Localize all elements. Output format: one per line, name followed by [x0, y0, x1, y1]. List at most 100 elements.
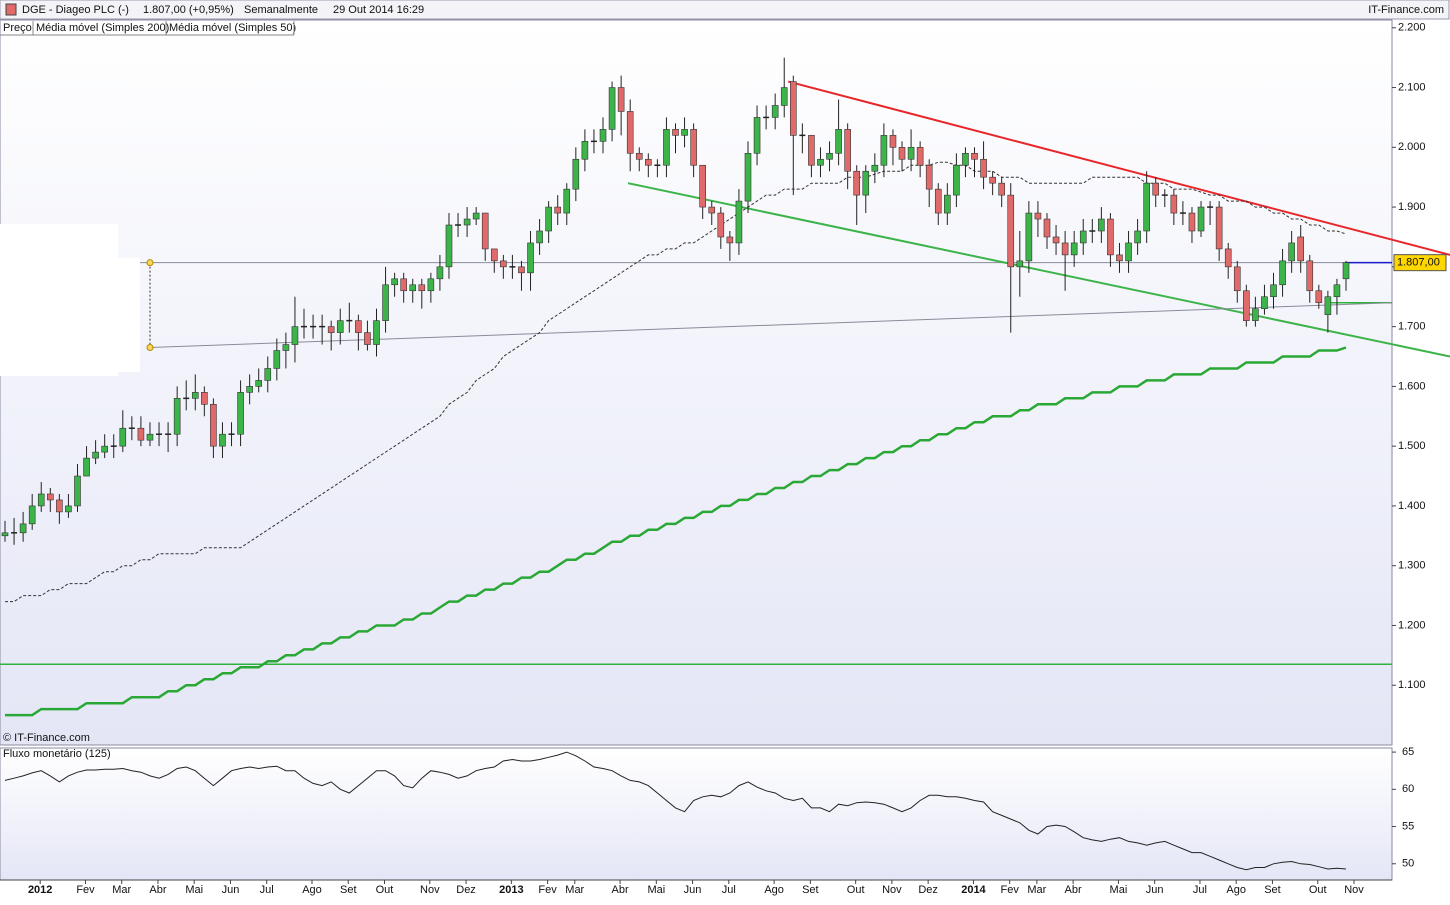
candle-body: [92, 451, 99, 459]
candle-body: [255, 380, 263, 387]
candle-body: [871, 164, 879, 172]
candle-body: [536, 230, 543, 244]
candle-body: [672, 129, 679, 136]
candle-body: [427, 278, 435, 292]
candle-body: [962, 152, 969, 166]
symbol: DGE - Diageo PLC (-): [22, 4, 129, 16]
candle-body: [563, 188, 571, 214]
y-tick-label: 2.000: [1398, 141, 1426, 153]
trend-line: [627, 182, 1450, 358]
x-tick-label: Jun: [1146, 884, 1164, 896]
last-label: 1.807,00: [1397, 257, 1440, 269]
header-icon: [5, 3, 17, 16]
x-tick-label: Mai: [647, 884, 665, 896]
candle-body: [1279, 260, 1286, 286]
candle-body: [572, 158, 580, 190]
candle-body: [989, 176, 996, 184]
candle-body: [681, 129, 688, 136]
y-tick-label: 1.500: [1398, 440, 1426, 452]
candle-body: [264, 368, 272, 381]
y-tick-label: 1.100: [1398, 679, 1426, 691]
candle-body: [1134, 230, 1141, 244]
candle-body: [1152, 182, 1160, 196]
candle-body: [201, 392, 208, 405]
datetime: 29 Out 2014 16:29: [333, 4, 424, 16]
x-tick-label: Nov: [1344, 884, 1364, 896]
candle-body: [898, 147, 906, 160]
candle-body: [400, 278, 407, 292]
y-tick-label: 55: [1402, 820, 1414, 832]
candle-body: [1107, 218, 1114, 256]
candle-body: [635, 152, 643, 160]
candle-body: [817, 158, 824, 166]
candle-body: [445, 224, 453, 268]
x-tick-label: Nov: [420, 884, 440, 896]
candle-body: [889, 135, 897, 148]
candle-body: [1333, 284, 1341, 298]
candle-body: [971, 152, 978, 160]
candle-body: [925, 164, 933, 190]
candle-body: [327, 326, 335, 333]
y-tick-label: 65: [1402, 746, 1414, 758]
y-tick-label: 1.600: [1398, 380, 1426, 392]
candle-body: [119, 427, 127, 447]
candle-body: [282, 344, 290, 351]
candle-body: [844, 129, 851, 172]
legend-entry: Média móvel (Simples 200): [36, 22, 169, 34]
candle-body: [953, 164, 960, 196]
candle-body: [1043, 218, 1051, 238]
candle-body: [364, 332, 371, 345]
x-tick-label: Fev: [1001, 884, 1020, 896]
candle-body: [1243, 290, 1250, 321]
candle-body: [780, 87, 788, 106]
candle-body: [19, 523, 27, 534]
candle-body: [210, 404, 217, 447]
candle-body: [418, 284, 426, 292]
y-tick-label: 1.900: [1398, 201, 1426, 213]
x-tick-label: 2012: [28, 884, 52, 896]
candle-body: [690, 129, 697, 166]
candle-body: [500, 260, 507, 268]
x-tick-label: Set: [1264, 884, 1281, 896]
candle-body: [581, 141, 589, 160]
brand: IT-Finance.com: [1368, 4, 1444, 16]
price-panel: [0, 19, 1393, 746]
candle-body: [101, 445, 108, 453]
candle-body: [336, 320, 344, 333]
candle-body: [907, 147, 915, 160]
x-tick-label: Ago: [302, 884, 322, 896]
candle-body: [237, 392, 244, 435]
candle-body: [291, 326, 299, 345]
candle-body: [1306, 260, 1314, 292]
candle-body: [481, 212, 489, 250]
flow-title: Fluxo monetário (125): [3, 748, 111, 760]
candle-body: [617, 87, 625, 112]
candle-body: [28, 505, 36, 525]
x-tick-label: Mar: [565, 884, 584, 896]
quote: 1.807,00 (+0,95%): [143, 4, 234, 16]
period: Semanalmente: [244, 4, 318, 16]
y-tick-label: 1.200: [1398, 619, 1426, 631]
x-tick-label: Abr: [612, 884, 629, 896]
candle-body: [518, 266, 525, 274]
x-tick-label: Fev: [76, 884, 95, 896]
x-tick-label: Dez: [456, 884, 476, 896]
candle-body: [599, 129, 607, 142]
candle-body: [1170, 194, 1178, 214]
candle-body: [146, 433, 154, 441]
candle-body: [771, 105, 779, 118]
candle-body: [826, 152, 833, 160]
x-tick-label: Jun: [684, 884, 702, 896]
candle-body: [726, 236, 734, 244]
candle-body: [1188, 212, 1196, 232]
candle-body: [789, 81, 797, 136]
candle-body: [998, 182, 1005, 196]
candle-body: [934, 188, 942, 214]
candle-body: [219, 433, 226, 447]
candle-body: [808, 135, 815, 166]
candle-body: [1061, 242, 1069, 256]
x-tick-label: Mai: [185, 884, 203, 896]
x-tick-label: Ago: [764, 884, 784, 896]
candle-body: [436, 266, 444, 280]
